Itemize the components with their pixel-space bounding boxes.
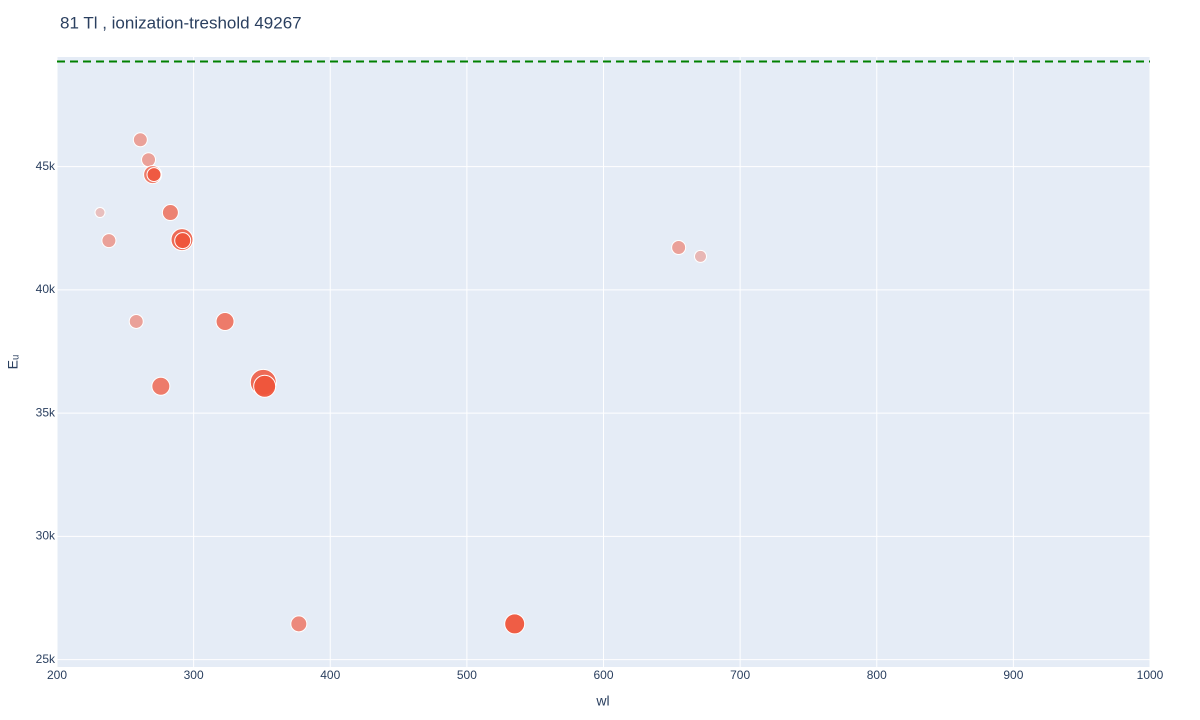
marker (101, 233, 117, 249)
marker (141, 152, 157, 168)
marker (253, 374, 277, 398)
y-tick-label: 30k (36, 529, 56, 543)
chart-title: 81 Tl , ionization-treshold 49267 (60, 13, 302, 32)
x-tick-label: 500 (457, 668, 477, 682)
x-tick-label: 600 (593, 668, 613, 682)
x-tick-label: 1000 (1137, 668, 1164, 682)
y-tick-label: 35k (36, 405, 56, 419)
x-axis-label: wl (595, 693, 609, 709)
marker (132, 132, 148, 148)
x-tick-label: 400 (320, 668, 340, 682)
marker (671, 240, 687, 256)
marker (146, 167, 162, 183)
y-tick-label: 45k (36, 159, 56, 173)
y-tick-label: 40k (36, 282, 56, 296)
marker (215, 311, 235, 331)
marker (290, 615, 308, 633)
marker (161, 204, 179, 222)
x-tick-label: 800 (867, 668, 887, 682)
y-tick-label: 25k (36, 652, 56, 666)
x-tick-label: 700 (730, 668, 750, 682)
marker (94, 207, 106, 219)
marker (694, 249, 708, 263)
x-tick-label: 200 (47, 668, 67, 682)
x-tick-label: 900 (1003, 668, 1023, 682)
marker (151, 376, 171, 396)
marker (174, 232, 192, 250)
y-axis-label: Eᵤ (5, 355, 21, 370)
x-tick-label: 300 (184, 668, 204, 682)
marker (504, 613, 526, 635)
marker (128, 313, 144, 329)
